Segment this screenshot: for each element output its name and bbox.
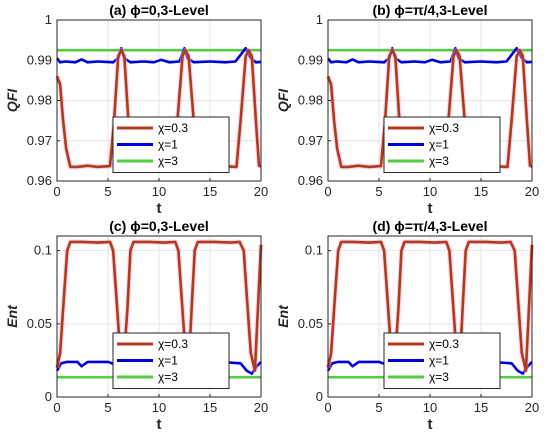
y-axis-label: QFI xyxy=(4,88,20,112)
y-axis-label: QFI xyxy=(275,88,291,112)
x-tick-label: 0 xyxy=(324,400,331,415)
x-tick-label: 15 xyxy=(474,400,488,415)
chart-title: (c) ϕ=0,3-Level xyxy=(109,218,209,234)
legend-label: χ=0.3 xyxy=(158,121,188,135)
y-tick-label: 0.05 xyxy=(27,316,52,331)
series-line-1 xyxy=(55,240,263,372)
x-tick-label: 10 xyxy=(423,400,437,415)
y-tick-label: 0.96 xyxy=(298,173,323,188)
y-tick-label: 0.99 xyxy=(298,52,323,67)
x-tick-label: 5 xyxy=(104,400,111,415)
x-tick-label: 10 xyxy=(152,184,166,199)
legend: χ=0.3 χ=1 χ=3 xyxy=(383,332,501,389)
legend-label: χ=3 xyxy=(429,154,449,168)
chart-title: (b) ϕ=π/4,3-Level xyxy=(373,2,488,18)
legend-label: χ=3 xyxy=(158,370,178,384)
legend-label: χ=1 xyxy=(158,354,178,368)
panel-4: 0 5 10 15 20 0 0.05 0.1 (d) ϕ=π/4,3-Level t Ent χ=0… xyxy=(275,218,539,433)
x-tick-label: 15 xyxy=(474,184,488,199)
y-tick-label: 0.1 xyxy=(34,243,52,258)
y-tick-label: 0.98 xyxy=(298,93,323,108)
legend-label: χ=1 xyxy=(158,138,178,152)
legend-label: χ=0.3 xyxy=(429,337,459,351)
legend: χ=0.3 χ=1 χ=3 xyxy=(383,116,501,173)
legend-label: χ=0.3 xyxy=(158,337,188,351)
x-tick-label: 15 xyxy=(203,400,217,415)
x-axis-label: t xyxy=(157,416,162,433)
y-tick-label: 1 xyxy=(45,12,52,27)
y-tick-label: 0.97 xyxy=(27,133,52,148)
legend: χ=0.3 χ=1 χ=3 xyxy=(112,332,230,389)
x-tick-label: 0 xyxy=(324,184,331,199)
y-tick-label: 0 xyxy=(45,389,52,404)
x-tick-label: 0 xyxy=(53,184,60,199)
y-tick-label: 0.96 xyxy=(27,173,52,188)
y-tick-label: 1 xyxy=(316,12,323,27)
chart-title: (d) ϕ=π/4,3-Level xyxy=(373,218,488,234)
legend-label: χ=3 xyxy=(158,154,178,168)
x-tick-label: 20 xyxy=(254,400,268,415)
series-line-2 xyxy=(55,46,262,64)
y-tick-label: 0.97 xyxy=(298,133,323,148)
series-line-2 xyxy=(326,46,533,64)
x-tick-label: 5 xyxy=(375,184,382,199)
y-tick-label: 0.05 xyxy=(298,316,323,331)
x-tick-label: 10 xyxy=(152,400,166,415)
x-tick-label: 0 xyxy=(53,400,60,415)
y-tick-label: 0.99 xyxy=(27,52,52,67)
x-axis-label: t xyxy=(428,416,433,433)
y-tick-label: 0.1 xyxy=(305,243,323,258)
legend-label: χ=1 xyxy=(429,138,449,152)
legend-label: χ=0.3 xyxy=(429,121,459,135)
panel-3: 0 5 10 15 20 0 0.05 0.1 (c) ϕ=0,3-Level t Ent χ=0.3… xyxy=(4,218,268,433)
x-tick-label: 15 xyxy=(203,184,217,199)
x-tick-label: 5 xyxy=(104,184,111,199)
x-tick-label: 20 xyxy=(525,400,539,415)
chart-title: (a) ϕ=0,3-Level xyxy=(109,2,209,18)
x-tick-label: 5 xyxy=(375,400,382,415)
legend: χ=0.3 χ=1 χ=3 xyxy=(112,116,230,173)
x-tick-label: 20 xyxy=(254,184,268,199)
legend-label: χ=3 xyxy=(429,370,449,384)
legend-label: χ=1 xyxy=(429,354,449,368)
y-tick-label: 0.98 xyxy=(27,93,52,108)
y-tick-label: 0 xyxy=(316,389,323,404)
x-tick-label: 10 xyxy=(423,184,437,199)
series-line-1 xyxy=(326,240,534,372)
y-axis-label: Ent xyxy=(275,304,291,328)
panel-2: 0 5 10 15 20 0.96 0.97 0.98 0.99 1 (b) ϕ=π/4,3-Lev… xyxy=(275,2,539,217)
y-axis-label: Ent xyxy=(4,304,20,328)
x-axis-label: t xyxy=(428,200,433,217)
x-axis-label: t xyxy=(157,200,162,217)
panel-1: 0 5 10 15 20 0.96 0.97 0.98 0.99 1 (a) ϕ=0,3-Level… xyxy=(4,2,268,217)
x-tick-label: 20 xyxy=(525,184,539,199)
